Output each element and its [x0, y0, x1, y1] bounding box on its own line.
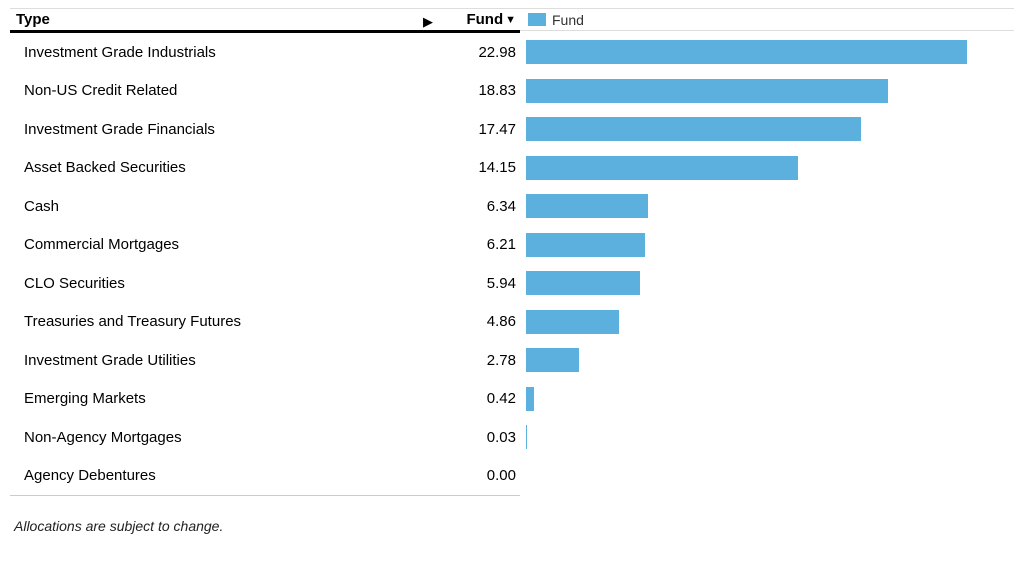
- cell-type: Non-Agency Mortgages: [10, 429, 410, 446]
- table-row: Agency Debentures 0.00: [10, 457, 1014, 496]
- cell-fund-value: 6.34: [446, 198, 520, 215]
- bar: [526, 271, 640, 295]
- bar: [526, 156, 798, 180]
- cell-fund-value: 2.78: [446, 352, 520, 369]
- table-row: Commercial Mortgages 6.21: [10, 226, 1014, 265]
- bar: [526, 79, 888, 103]
- header-divider-thin: [520, 30, 1014, 31]
- chevron-right-icon: ▶: [423, 14, 433, 30]
- cell-bar: [520, 233, 1014, 257]
- expand-toggle[interactable]: ▶: [410, 14, 446, 30]
- cell-fund-value: 4.86: [446, 313, 520, 330]
- column-header-fund[interactable]: Fund ▼: [446, 9, 520, 30]
- cell-fund-value: 0.03: [446, 429, 520, 446]
- table-row: Non-Agency Mortgages 0.03: [10, 418, 1014, 457]
- cell-bar: [520, 387, 1014, 411]
- table-bottom-border: [10, 495, 520, 496]
- cell-bar: [520, 117, 1014, 141]
- cell-type: Investment Grade Financials: [10, 121, 410, 138]
- table-row: Emerging Markets 0.42: [10, 380, 1014, 419]
- cell-bar: [520, 464, 1014, 488]
- header-fund-label: Fund: [466, 11, 503, 28]
- table-row: Treasuries and Treasury Futures 4.86: [10, 303, 1014, 342]
- legend-swatch: [528, 13, 546, 26]
- bar: [526, 348, 579, 372]
- cell-fund-value: 0.00: [446, 467, 520, 484]
- header-divider-thick: [10, 30, 520, 33]
- table-row: Non-US Credit Related 18.83: [10, 72, 1014, 111]
- cell-fund-value: 5.94: [446, 275, 520, 292]
- cell-bar: [520, 348, 1014, 372]
- cell-type: Cash: [10, 198, 410, 215]
- table-row: CLO Securities 5.94: [10, 264, 1014, 303]
- cell-fund-value: 14.15: [446, 159, 520, 176]
- bar: [526, 117, 861, 141]
- header-type-label: Type: [16, 11, 50, 28]
- cell-type: Treasuries and Treasury Futures: [10, 313, 410, 330]
- cell-bar: [520, 156, 1014, 180]
- cell-type: Non-US Credit Related: [10, 82, 410, 99]
- chart-legend: Fund: [520, 9, 584, 30]
- cell-type: Asset Backed Securities: [10, 159, 410, 176]
- cell-type: Investment Grade Utilities: [10, 352, 410, 369]
- cell-type: Investment Grade Industrials: [10, 44, 410, 61]
- bar: [526, 40, 967, 64]
- table-row: Cash 6.34: [10, 187, 1014, 226]
- allocation-table-chart: Type ▶ Fund ▼ Fund Investment Grade Indu…: [0, 0, 1024, 577]
- header-row: Type ▶ Fund ▼ Fund: [10, 8, 1014, 30]
- cell-fund-value: 22.98: [446, 44, 520, 61]
- table-row: Investment Grade Utilities 2.78: [10, 341, 1014, 380]
- cell-type: CLO Securities: [10, 275, 410, 292]
- cell-bar: [520, 271, 1014, 295]
- table-row: Investment Grade Financials 17.47: [10, 110, 1014, 149]
- bar: [526, 310, 619, 334]
- cell-bar: [520, 425, 1014, 449]
- cell-bar: [520, 79, 1014, 103]
- cell-type: Emerging Markets: [10, 390, 410, 407]
- cell-bar: [520, 310, 1014, 334]
- cell-bar: [520, 194, 1014, 218]
- cell-type: Agency Debentures: [10, 467, 410, 484]
- bar: [526, 233, 645, 257]
- cell-fund-value: 0.42: [446, 390, 520, 407]
- cell-fund-value: 6.21: [446, 236, 520, 253]
- data-rows: Investment Grade Industrials 22.98 Non-US …: [10, 33, 1014, 495]
- bar: [526, 425, 527, 449]
- cell-fund-value: 17.47: [446, 121, 520, 138]
- bar: [526, 387, 534, 411]
- cell-bar: [520, 40, 1014, 64]
- footnote: Allocations are subject to change.: [10, 518, 1014, 534]
- bar: [526, 194, 648, 218]
- sort-desc-icon: ▼: [505, 14, 516, 26]
- table-row: Asset Backed Securities 14.15: [10, 149, 1014, 188]
- legend-label: Fund: [552, 12, 584, 28]
- column-header-type[interactable]: Type: [10, 9, 410, 30]
- cell-type: Commercial Mortgages: [10, 236, 410, 253]
- table-row: Investment Grade Industrials 22.98: [10, 33, 1014, 72]
- cell-fund-value: 18.83: [446, 82, 520, 99]
